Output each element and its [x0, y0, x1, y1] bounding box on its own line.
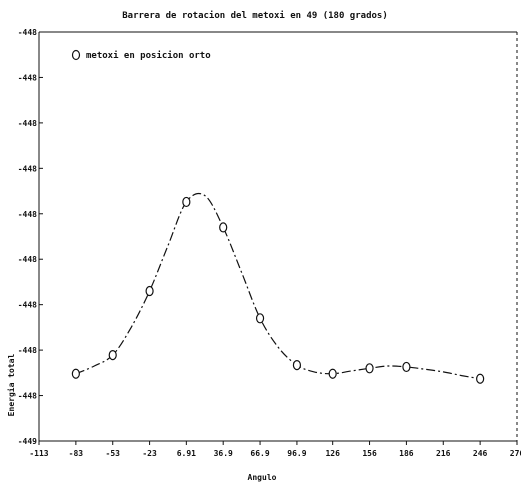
x-tick-label: 66.9: [250, 449, 269, 458]
x-tick-label: 246: [473, 449, 488, 458]
series-line: [75, 192, 481, 380]
x-tick-label: 216: [436, 449, 451, 458]
x-tick-label: -83: [69, 449, 84, 458]
y-tick-label: -448: [18, 392, 37, 401]
data-point: [365, 363, 374, 374]
y-tick-label: -448: [18, 255, 37, 264]
chart-title: Barrera de rotacion del metoxi en 49 (18…: [122, 10, 388, 21]
data-point: [476, 373, 485, 384]
x-tick-label: 186: [399, 449, 414, 458]
series-curve: [75, 192, 481, 380]
data-point: [182, 196, 191, 208]
y-tick-label: -448: [18, 164, 37, 173]
y-tick-label: -449: [18, 437, 37, 446]
data-point: [108, 350, 117, 361]
x-tick-label: 6.91: [177, 449, 196, 458]
data-point: [402, 361, 411, 373]
y-axis-ticks: -449 -448 -448 -448 -448 -448 -448 -448 -448 -448: [18, 28, 43, 446]
x-tick-label: 276: [510, 449, 521, 458]
legend-marker: [71, 49, 81, 61]
data-point: [71, 368, 80, 379]
legend-label: metoxi en posicion orto: [86, 50, 211, 61]
y-tick-label: -448: [18, 210, 37, 219]
series-points: [71, 196, 485, 384]
y-tick-label: -448: [18, 73, 37, 82]
y-tick-label: -448: [18, 301, 37, 310]
x-axis-label: Angulo: [248, 473, 277, 482]
y-tick-label: -448: [18, 119, 37, 128]
data-point: [255, 313, 265, 324]
x-tick-label: 96.9: [287, 449, 306, 458]
x-tick-label: 36.9: [214, 449, 233, 458]
x-tick-label: -23: [142, 449, 157, 458]
x-tick-label: 126: [325, 449, 340, 458]
data-point: [328, 368, 337, 379]
x-tick-label: -113: [29, 449, 48, 458]
data-point: [145, 285, 154, 297]
data-point: [292, 360, 302, 371]
y-tick-label: -448: [18, 28, 37, 37]
x-axis-ticks: -113 -83 -53 -23 6.91 36.9 66.9 96.9 126 156 186 21…: [29, 441, 521, 458]
x-tick-label: -53: [106, 449, 121, 458]
legend: metoxi en posicion orto: [71, 49, 211, 61]
x-tick-label: 156: [362, 449, 377, 458]
data-point: [219, 222, 228, 233]
y-tick-label: -448: [18, 346, 37, 355]
y-axis-label: Energia total: [6, 354, 16, 417]
